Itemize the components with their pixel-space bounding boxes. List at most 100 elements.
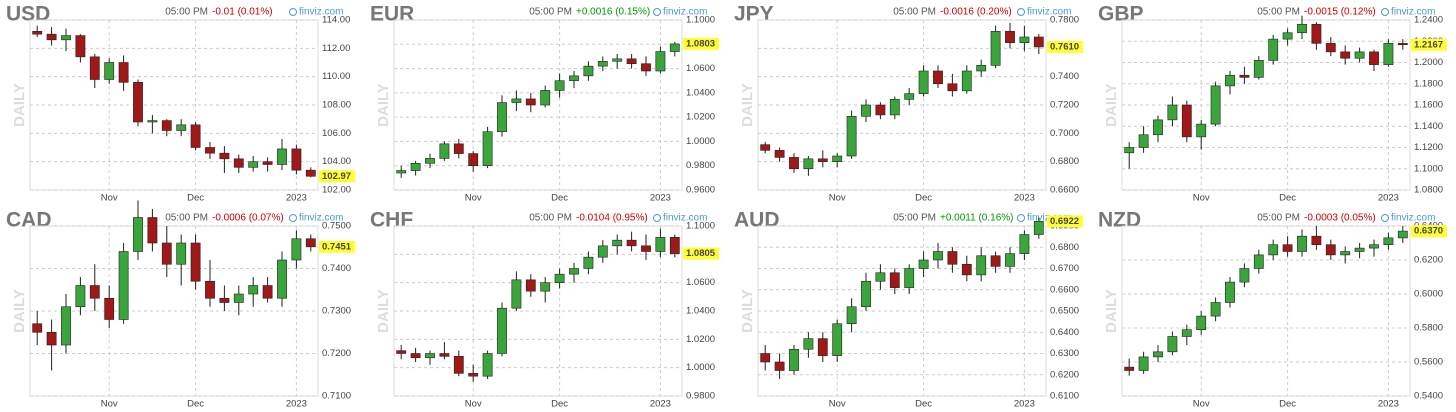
candle-body — [1253, 254, 1264, 269]
change-label: +0.0016 (0.15%) — [576, 7, 650, 18]
y-axis-label: DAILY — [375, 289, 392, 333]
y-tick-label: 1.0000 — [686, 136, 715, 147]
y-tick-label: 106.00 — [322, 128, 351, 139]
candle-body — [803, 338, 814, 350]
candle-body — [176, 124, 187, 131]
candle-body — [861, 280, 871, 308]
candle-body — [205, 280, 215, 299]
x-tick-label: Dec — [1279, 193, 1296, 204]
candle-body — [1253, 60, 1264, 78]
candle-body — [439, 143, 450, 159]
candle-body — [789, 157, 799, 170]
candle-body — [583, 256, 594, 269]
y-tick-label: 0.7000 — [1050, 128, 1079, 139]
candle-body — [1268, 244, 1279, 256]
source-icon — [1381, 8, 1389, 16]
candle-body — [219, 152, 230, 160]
candle-body — [262, 285, 273, 299]
candle-body — [147, 120, 158, 123]
candle-body — [1138, 356, 1149, 371]
x-tick-label: Nov — [101, 399, 118, 410]
y-tick-label: 0.5600 — [1414, 357, 1443, 368]
candle-body — [219, 297, 230, 303]
source-icon — [289, 214, 297, 222]
chart-panel: GBP 05:00 PM -0.0015 (0.12%) finviz.com 1.08… — [1098, 3, 1447, 204]
chart-title: AUD — [734, 209, 780, 232]
candle-body — [1124, 366, 1135, 371]
candle-body — [569, 268, 579, 275]
chart-title: EUR — [370, 3, 414, 26]
y-tick-label: 0.6600 — [1050, 185, 1079, 196]
candle-body — [583, 65, 594, 77]
change-label: +0.0011 (0.16%) — [940, 213, 1013, 224]
y-tick-label: 0.6600 — [1050, 284, 1079, 295]
candle-body — [1268, 38, 1279, 61]
candle-body — [918, 259, 929, 269]
last-price-label: 0.7610 — [1050, 41, 1079, 52]
candle-body — [425, 353, 435, 359]
candle-body — [990, 31, 1001, 66]
candle-body — [641, 245, 651, 252]
candle-body — [947, 83, 958, 92]
candle-body — [61, 306, 71, 346]
time-label: 05:00 PM — [165, 213, 208, 224]
candle-body — [1005, 31, 1015, 43]
candle-body — [161, 242, 172, 265]
y-tick-label: 108.00 — [322, 100, 351, 111]
y-tick-label: 1.0600 — [686, 277, 715, 288]
candle-body — [832, 323, 843, 356]
candle-body — [277, 148, 287, 165]
x-tick-label: 2023 — [286, 193, 307, 204]
candle-body — [305, 238, 316, 248]
x-tick-label: Dec — [187, 399, 204, 410]
candle-body — [1340, 251, 1351, 256]
candle-body — [669, 43, 680, 52]
candle-body — [104, 62, 115, 80]
change-label: -0.0006 (0.07%) — [212, 213, 284, 224]
y-axis-label: DAILY — [1103, 83, 1120, 127]
y-tick-label: 0.6400 — [1050, 327, 1079, 338]
change-label: -0.0104 (0.95%) — [576, 213, 648, 224]
candle-body — [760, 144, 771, 151]
time-label: 05:00 PM — [165, 7, 208, 18]
candle-body — [1210, 302, 1221, 317]
last-price-box — [683, 37, 719, 50]
candle-body — [248, 285, 259, 295]
candle-body — [1325, 244, 1336, 256]
x-tick-label: Nov — [465, 193, 482, 204]
candle-body — [1369, 244, 1379, 249]
candle-body — [262, 161, 273, 165]
candle-body — [482, 131, 493, 167]
y-tick-label: 1.1000 — [1414, 163, 1443, 174]
candle-body — [626, 58, 637, 65]
candle-body — [291, 148, 302, 171]
candle-body — [641, 63, 651, 72]
candle-body — [75, 35, 86, 58]
y-tick-label: 1.0400 — [686, 87, 715, 98]
last-price-box — [1047, 40, 1083, 53]
candle-body — [889, 99, 900, 116]
source-label: finviz.com — [299, 213, 343, 224]
candle-body — [46, 33, 57, 41]
y-tick-label: 1.1800 — [1414, 78, 1443, 89]
x-tick-label: 2023 — [650, 399, 671, 410]
chart-panel: JPY 05:00 PM -0.0016 (0.20%) finviz.com 0.66… — [734, 3, 1083, 204]
candle-body — [933, 70, 943, 85]
candle-body — [46, 331, 57, 346]
candle-body — [817, 158, 828, 162]
candle-body — [1033, 221, 1044, 235]
y-tick-label: 0.7500 — [322, 221, 351, 232]
candle-body — [947, 251, 958, 265]
y-tick-label: 1.1200 — [1414, 142, 1443, 153]
candle-body — [525, 98, 536, 106]
y-tick-label: 0.7100 — [322, 391, 351, 402]
candle-body — [1019, 36, 1030, 43]
y-tick-label: 0.7800 — [1050, 15, 1079, 26]
candle-body — [1153, 119, 1163, 136]
x-tick-label: Dec — [551, 399, 568, 410]
last-price-label: 1.0803 — [686, 38, 715, 49]
plot-frame — [1121, 225, 1411, 397]
chart-panel: CAD 05:00 PM -0.0006 (0.07%) finviz.com 0.71… — [6, 200, 355, 410]
